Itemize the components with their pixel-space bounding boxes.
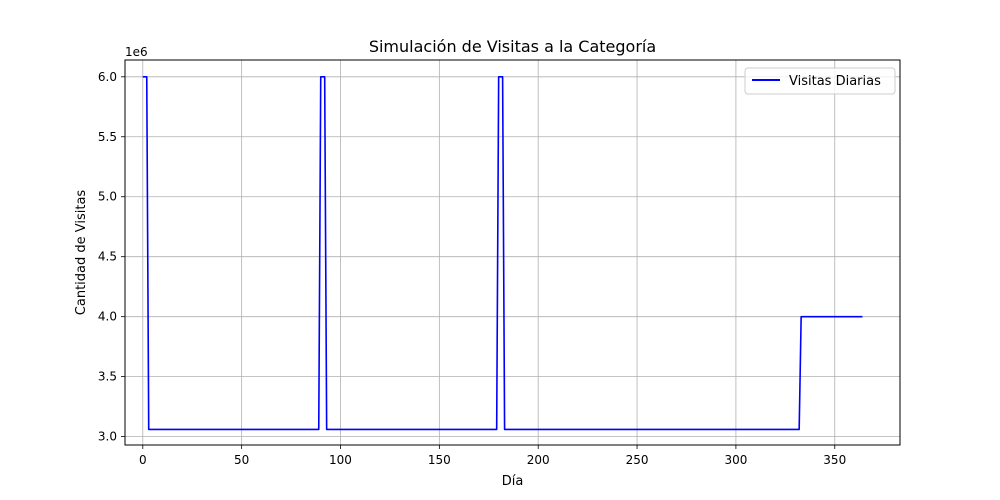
plot-frame <box>124 59 901 446</box>
y-tick-label: 5.5 <box>98 130 117 144</box>
y-tick-label: 4.0 <box>98 310 117 324</box>
series-line-visitas-diarias <box>142 75 863 431</box>
x-tick-label: 300 <box>724 453 747 467</box>
legend-box <box>744 67 896 95</box>
y-axis-ticks: 3.0 3.5 4.0 4.5 5.0 5.5 6.0 <box>98 70 125 444</box>
legend-label-visitas-diarias: Visitas Diarias <box>789 74 881 89</box>
y-tick-label: 6.0 <box>98 70 117 84</box>
x-tick-label: 50 <box>234 453 249 467</box>
x-axis-label: Día <box>502 474 524 489</box>
x-tick-label: 0 <box>139 453 147 467</box>
x-tick-label: 200 <box>527 453 550 467</box>
y-tick-label: 4.5 <box>98 250 117 264</box>
grid <box>125 60 900 445</box>
x-tick-label: 100 <box>329 453 352 467</box>
legend: Visitas Diarias <box>744 67 896 95</box>
x-tick-label: 350 <box>823 453 846 467</box>
y-tick-label: 5.0 <box>98 190 117 204</box>
y-axis-label: Cantidad de Visitas <box>74 190 89 316</box>
series-layer <box>142 75 863 431</box>
x-axis-ticks: 0 50 100 150 200 250 300 350 <box>139 445 846 467</box>
y-tick-label: 3.5 <box>98 370 117 384</box>
y-axis-offset-text: 1e6 <box>125 45 148 59</box>
y-tick-label: 3.0 <box>98 430 117 444</box>
chart-title: Simulación de Visitas a la Categoría <box>369 37 656 56</box>
x-tick-label: 250 <box>626 453 649 467</box>
x-tick-label: 150 <box>428 453 451 467</box>
